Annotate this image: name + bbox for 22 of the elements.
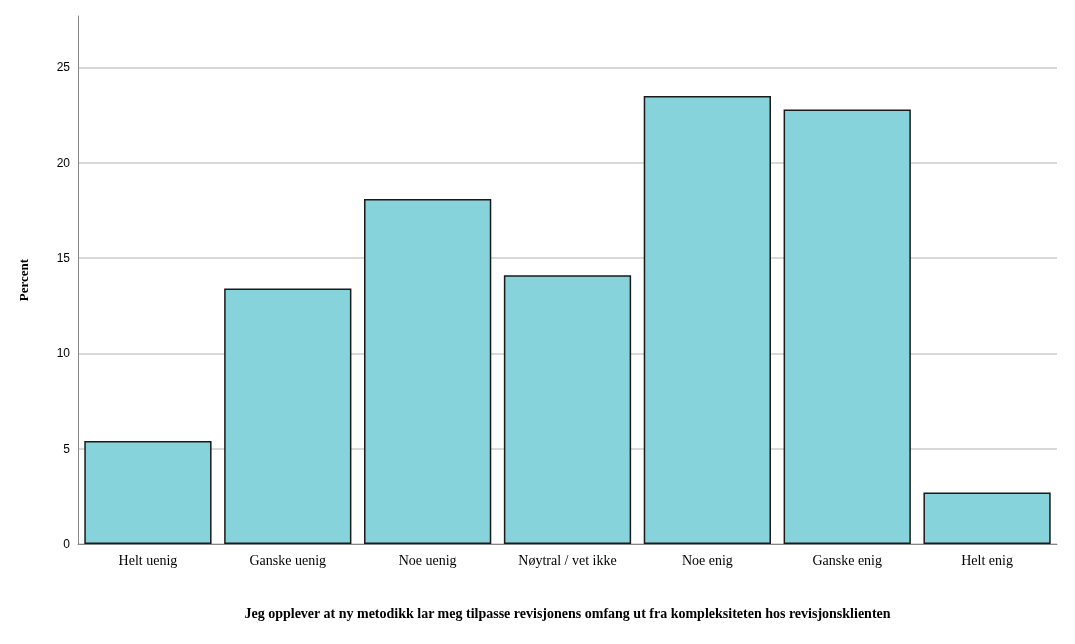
bar	[923, 492, 1051, 544]
x-tick-label: Ganske enig	[812, 553, 883, 568]
x-tick-label: Helt uenig	[118, 553, 178, 568]
bar	[503, 275, 632, 544]
y-tick-label: 10	[56, 346, 71, 361]
x-tick-label: Noe uenig	[398, 553, 457, 568]
bar	[643, 96, 771, 544]
x-tick-label: Noe enig	[681, 553, 733, 568]
x-tick-label: Ganske uenig	[249, 553, 327, 568]
x-tick-label: Nøytral / vet ikke	[518, 553, 617, 568]
bar	[224, 288, 352, 544]
x-axis-title: Jeg opplever at ny metodikk lar meg tilpasse revisjonens omfang ut fra kompleksiteten hos revisjonsklienten	[244, 605, 891, 621]
x-tick-label: Helt enig	[961, 553, 1013, 568]
y-tick-label: 20	[56, 155, 71, 170]
bar	[84, 441, 212, 544]
y-tick-label: 0	[63, 537, 71, 551]
y-tick-label: 15	[56, 251, 71, 266]
y-axis-title: Percent	[16, 258, 31, 302]
bar	[783, 109, 911, 544]
bar	[364, 198, 492, 544]
y-tick-label: 5	[63, 441, 71, 456]
y-tick-label: 25	[56, 60, 71, 75]
